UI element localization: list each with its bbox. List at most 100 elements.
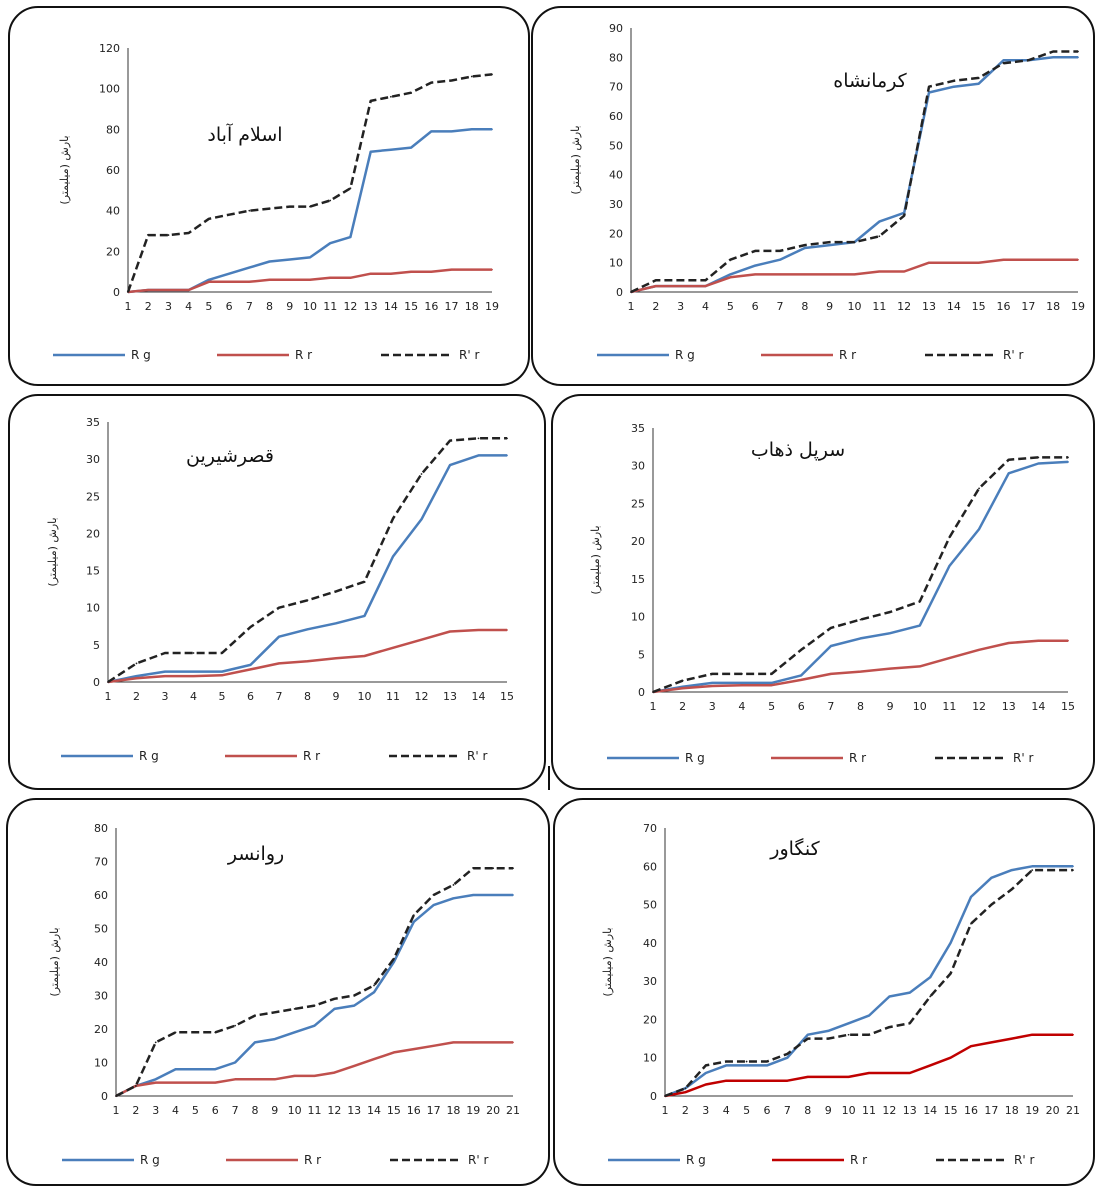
data-point xyxy=(410,270,413,273)
data-point xyxy=(1077,50,1079,53)
series-line xyxy=(652,460,1069,694)
data-point xyxy=(977,82,980,85)
data-point xyxy=(373,1058,375,1061)
x-tick-label: 13 xyxy=(922,300,936,313)
data-point xyxy=(903,270,906,273)
data-point xyxy=(389,272,392,275)
data-point xyxy=(373,991,375,994)
data-point xyxy=(373,984,375,987)
y-tick-label: 30 xyxy=(94,990,108,1003)
data-point xyxy=(135,675,138,677)
x-tick-label: 18 xyxy=(465,300,479,313)
data-point xyxy=(221,652,223,654)
data-point xyxy=(725,1079,728,1082)
data-point xyxy=(929,976,932,979)
data-point xyxy=(452,897,455,900)
data-point xyxy=(450,79,453,82)
data-point xyxy=(278,606,280,609)
x-tick-label: 10 xyxy=(913,700,927,713)
y-tick-label: 70 xyxy=(643,822,657,835)
x-tick-label: 14 xyxy=(947,300,961,313)
y-tick-label: 35 xyxy=(86,416,100,429)
legend-label: R r xyxy=(849,751,866,765)
data-point xyxy=(741,672,743,675)
data-point xyxy=(681,679,684,682)
data-point xyxy=(147,234,150,236)
data-point xyxy=(847,1075,850,1078)
data-point xyxy=(430,81,433,84)
data-point xyxy=(214,1081,217,1084)
x-tick-label: 8 xyxy=(266,300,273,313)
data-point xyxy=(711,682,714,684)
legend-label: R g xyxy=(685,751,705,765)
y-tick-label: 5 xyxy=(93,639,100,652)
data-point xyxy=(470,75,473,78)
y-tick-label: 30 xyxy=(609,198,623,211)
x-tick-label: 15 xyxy=(944,1104,958,1117)
data-point xyxy=(306,599,309,602)
data-point xyxy=(335,590,337,593)
y-tick-label: 35 xyxy=(631,422,645,435)
data-point xyxy=(228,272,231,275)
x-tick-label: 3 xyxy=(709,700,716,713)
x-tick-label: 19 xyxy=(485,300,499,313)
data-point xyxy=(806,1037,809,1040)
data-point xyxy=(353,994,356,997)
legend-label: R' r xyxy=(468,1153,488,1167)
y-tick-label: 10 xyxy=(86,602,100,615)
y-tick-label: 0 xyxy=(113,286,120,299)
x-tick-label: 18 xyxy=(1046,300,1060,313)
data-point xyxy=(949,972,952,975)
x-tick-label: 3 xyxy=(165,300,172,313)
data-point xyxy=(293,1031,296,1034)
data-point xyxy=(154,1081,157,1084)
x-tick-label: 10 xyxy=(288,1104,302,1117)
data-point xyxy=(704,285,707,288)
y-tick-label: 15 xyxy=(86,565,100,578)
data-point xyxy=(389,148,392,151)
x-tick-label: 4 xyxy=(723,1104,730,1117)
series-line xyxy=(127,128,492,294)
x-tick-label: 11 xyxy=(862,1104,876,1117)
x-tick-label: 9 xyxy=(271,1104,278,1117)
data-point xyxy=(754,273,757,276)
data-point xyxy=(827,1075,830,1078)
y-tick-label: 30 xyxy=(86,453,100,466)
y-tick-label: 0 xyxy=(650,1090,657,1103)
data-point xyxy=(630,291,632,293)
x-tick-label: 4 xyxy=(190,690,197,703)
data-point xyxy=(786,1056,789,1059)
x-tick-label: 4 xyxy=(702,300,709,313)
data-point xyxy=(800,674,803,677)
data-point xyxy=(868,1072,870,1074)
y-tick-label: 5 xyxy=(638,648,645,661)
chart-title: کنگاور xyxy=(769,837,820,860)
y-tick-label: 20 xyxy=(86,527,100,540)
x-tick-label: 6 xyxy=(226,300,233,313)
series-line xyxy=(630,56,1078,294)
series-line xyxy=(652,456,1068,694)
x-tick-label: 9 xyxy=(333,690,340,703)
x-tick-label: 4 xyxy=(172,1104,179,1117)
legend-label: R' r xyxy=(1014,1153,1034,1167)
x-tick-label: 10 xyxy=(303,300,317,313)
data-point xyxy=(1037,456,1040,459)
data-point xyxy=(492,867,495,870)
data-point xyxy=(135,662,138,665)
x-tick-label: 10 xyxy=(358,690,372,703)
x-tick-label: 19 xyxy=(1025,1104,1039,1117)
data-point xyxy=(472,1041,475,1044)
x-tick-label: 2 xyxy=(679,700,686,713)
data-point xyxy=(329,276,332,279)
data-point xyxy=(353,1004,356,1007)
data-point xyxy=(214,1031,217,1034)
data-point xyxy=(766,1060,768,1063)
legend-label: R' r xyxy=(467,749,487,763)
data-point xyxy=(1067,456,1069,459)
data-point xyxy=(1031,865,1034,868)
y-axis-label: بارش (میلیمتر) xyxy=(58,135,71,204)
legend-label: R' r xyxy=(1003,348,1023,362)
x-tick-label: 1 xyxy=(650,700,657,713)
x-tick-label: 9 xyxy=(887,700,894,713)
